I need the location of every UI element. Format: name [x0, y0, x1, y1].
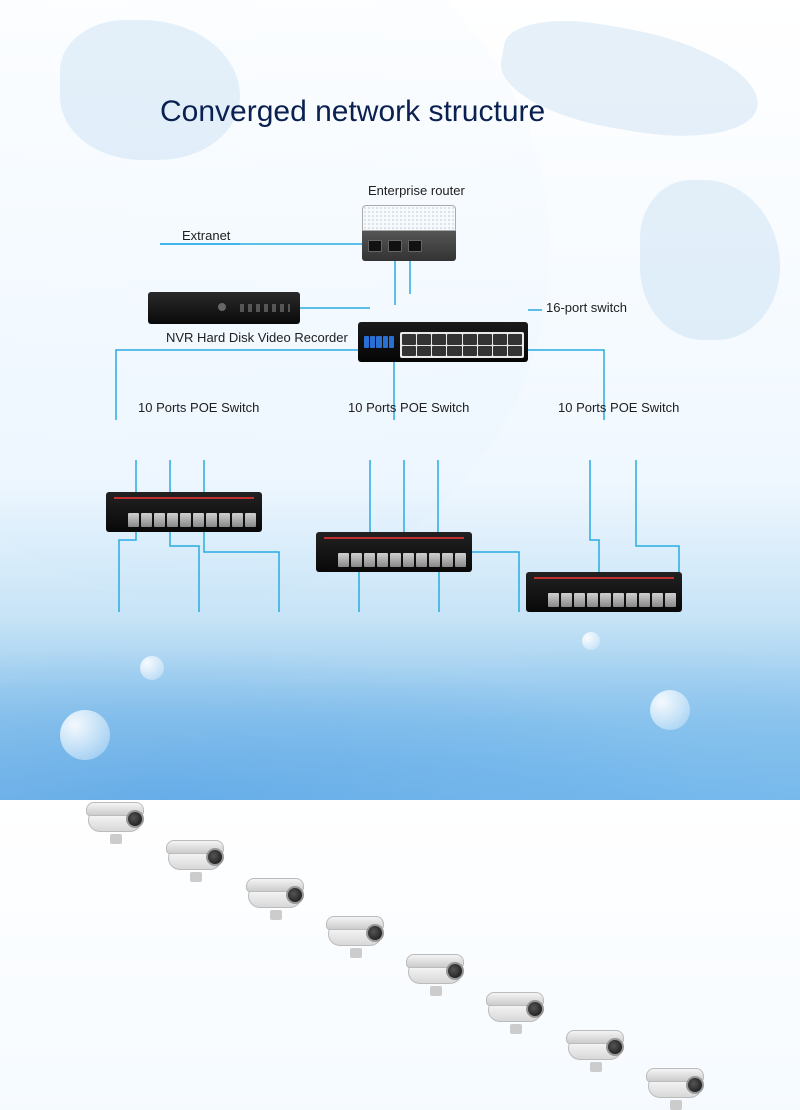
- page-title: Converged network structure: [160, 95, 545, 129]
- camera-2: [168, 840, 230, 878]
- label-enterprise-router: Enterprise router: [368, 183, 465, 198]
- camera-8: [648, 1068, 710, 1106]
- nvr-recorder: [148, 292, 300, 324]
- label-extranet: Extranet: [182, 228, 230, 243]
- label-nvr: NVR Hard Disk Video Recorder: [166, 330, 348, 345]
- camera-3: [248, 878, 310, 916]
- label-switch16: 16-port switch: [546, 300, 627, 315]
- switch-16port: [358, 322, 528, 362]
- label-poe-3: 10 Ports POE Switch: [558, 400, 679, 415]
- poe-switch-3: [526, 572, 682, 612]
- camera-4: [328, 916, 390, 954]
- enterprise-router: [362, 205, 456, 261]
- poe-switch-2: [316, 532, 472, 572]
- camera-7: [568, 1030, 630, 1068]
- poe-switch-1: [106, 492, 262, 532]
- label-poe-1: 10 Ports POE Switch: [138, 400, 259, 415]
- camera-1: [88, 802, 150, 840]
- camera-5: [408, 954, 470, 992]
- camera-6: [488, 992, 550, 1030]
- label-poe-2: 10 Ports POE Switch: [348, 400, 469, 415]
